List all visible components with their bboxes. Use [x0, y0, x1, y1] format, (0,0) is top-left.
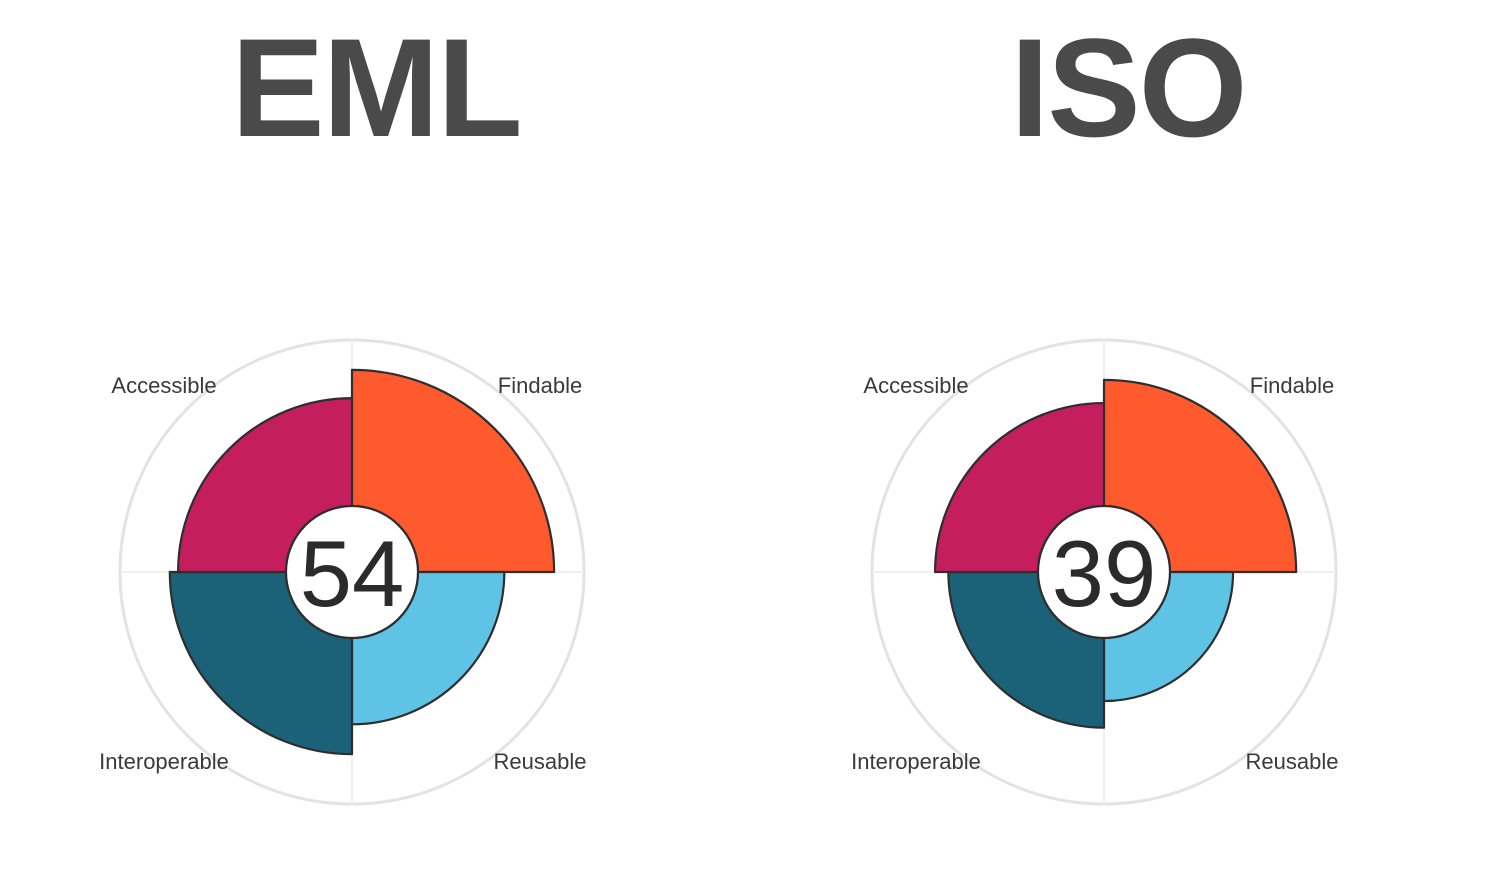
label-findable: Findable	[498, 373, 582, 398]
score-value: 54	[300, 521, 405, 626]
label-findable: Findable	[1250, 373, 1334, 398]
label-reusable: Reusable	[1246, 749, 1339, 774]
polar-chart: 39 Findable Reusable Interoperable Accessibl…	[851, 338, 1339, 806]
label-interoperable: Interoperable	[851, 749, 981, 774]
label-accessible: Accessible	[863, 373, 968, 398]
chart-title: EML	[231, 9, 523, 166]
score-value: 39	[1052, 521, 1157, 626]
score-circle	[284, 504, 420, 640]
label-interoperable: Interoperable	[99, 749, 229, 774]
polar-chart: 54 Findable Reusable Interoperable Accessibl…	[99, 338, 587, 806]
chart-title: ISO	[1010, 9, 1247, 166]
label-accessible: Accessible	[111, 373, 216, 398]
eml-chart-panel: EML 54 Findable Reusable Interoperable Acces…	[99, 9, 587, 806]
score-circle	[1036, 504, 1172, 640]
label-reusable: Reusable	[494, 749, 587, 774]
iso-chart-panel: ISO 39 Findable Reusable Interoperable Acces…	[752, 0, 1504, 888]
